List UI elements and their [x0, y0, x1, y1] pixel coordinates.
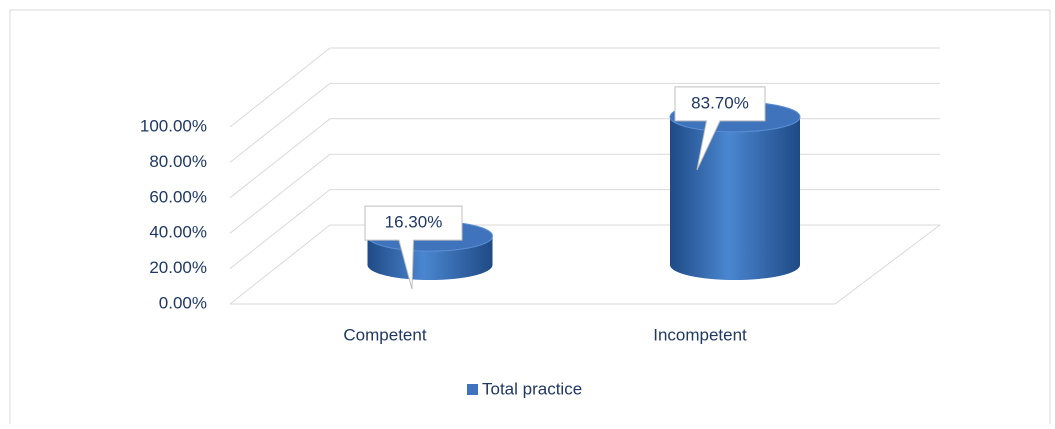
y-tick-label: 0.00% — [159, 293, 207, 312]
legend-swatch — [467, 384, 478, 395]
callout — [674, 86, 766, 171]
data-label: 16.30% — [385, 213, 443, 232]
legend-label: Total practice — [482, 379, 582, 398]
grid-line — [229, 82, 940, 163]
chart-frame — [9, 9, 1051, 429]
bar — [670, 116, 800, 280]
floor — [230, 224, 941, 305]
y-tick-label: 20.00% — [149, 258, 207, 277]
y-tick-label: 100.00% — [140, 116, 207, 135]
y-tick-label: 80.00% — [149, 152, 207, 171]
y-tick-label: 40.00% — [149, 223, 207, 242]
x-tick-label: Incompetent — [653, 325, 747, 344]
y-tick-label: 60.00% — [149, 187, 207, 206]
x-tick-label: Competent — [343, 325, 426, 344]
grid-line — [229, 47, 940, 128]
callout — [364, 205, 463, 290]
data-label: 83.70% — [691, 93, 749, 112]
